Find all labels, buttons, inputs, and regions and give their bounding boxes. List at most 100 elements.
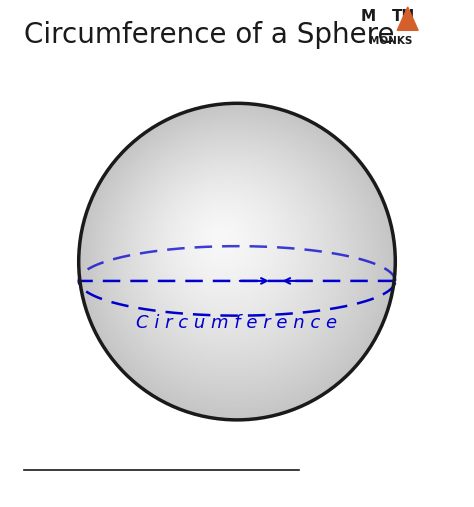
Circle shape [113, 136, 352, 375]
Circle shape [156, 176, 299, 319]
Circle shape [134, 156, 326, 348]
Circle shape [102, 126, 366, 389]
Circle shape [183, 202, 265, 284]
Circle shape [99, 122, 371, 394]
Circle shape [119, 141, 345, 367]
Circle shape [210, 228, 231, 249]
Circle shape [87, 112, 385, 409]
Circle shape [137, 158, 323, 344]
Circle shape [118, 140, 346, 369]
Circle shape [180, 199, 269, 288]
Circle shape [90, 114, 381, 405]
Circle shape [191, 209, 256, 274]
Circle shape [142, 163, 317, 338]
Circle shape [214, 231, 227, 244]
Circle shape [178, 197, 271, 291]
Circle shape [86, 111, 386, 410]
Circle shape [127, 149, 336, 357]
Circle shape [212, 229, 229, 246]
Circle shape [197, 215, 248, 266]
Circle shape [189, 207, 258, 277]
Circle shape [122, 144, 341, 364]
Circle shape [162, 183, 291, 311]
Circle shape [175, 195, 274, 294]
Circle shape [200, 218, 244, 262]
Circle shape [185, 204, 263, 282]
Circle shape [95, 119, 375, 399]
Circle shape [138, 159, 321, 343]
Circle shape [195, 213, 250, 268]
Circle shape [100, 124, 368, 392]
Circle shape [128, 151, 333, 355]
Circle shape [80, 104, 394, 419]
Circle shape [173, 192, 278, 298]
Circle shape [96, 119, 374, 398]
Circle shape [211, 229, 230, 247]
Circle shape [191, 210, 255, 273]
Circle shape [149, 170, 308, 328]
Circle shape [173, 193, 277, 297]
Circle shape [81, 105, 393, 417]
Circle shape [125, 147, 338, 360]
Circle shape [107, 130, 360, 383]
Circle shape [168, 188, 284, 304]
Circle shape [93, 117, 378, 402]
Polygon shape [397, 7, 418, 30]
Circle shape [133, 155, 328, 349]
Circle shape [143, 164, 316, 337]
Circle shape [121, 143, 343, 365]
Circle shape [101, 125, 367, 390]
Circle shape [82, 106, 392, 416]
Circle shape [181, 200, 268, 286]
Circle shape [207, 224, 236, 254]
Circle shape [92, 116, 379, 403]
Circle shape [144, 165, 314, 336]
Circle shape [199, 217, 246, 264]
Circle shape [154, 174, 301, 322]
Circle shape [84, 108, 388, 413]
Circle shape [216, 233, 224, 241]
Circle shape [88, 112, 383, 408]
Circle shape [159, 179, 296, 316]
Circle shape [145, 165, 313, 334]
Circle shape [157, 177, 298, 318]
Circle shape [89, 113, 383, 407]
Circle shape [165, 185, 288, 307]
Circle shape [204, 222, 239, 257]
Circle shape [141, 162, 318, 339]
Circle shape [196, 214, 249, 267]
Circle shape [177, 197, 273, 292]
Circle shape [139, 160, 320, 342]
Circle shape [174, 194, 276, 295]
Circle shape [164, 184, 289, 309]
Circle shape [210, 227, 233, 250]
Circle shape [194, 212, 251, 270]
Circle shape [219, 236, 221, 238]
Circle shape [129, 151, 332, 354]
Text: TH: TH [392, 9, 415, 24]
Circle shape [217, 234, 223, 240]
Circle shape [83, 107, 390, 414]
Text: MONKS: MONKS [369, 36, 412, 46]
Circle shape [186, 204, 262, 280]
Circle shape [205, 222, 238, 256]
Circle shape [193, 211, 253, 271]
Circle shape [176, 196, 273, 293]
Circle shape [158, 178, 297, 317]
Circle shape [110, 133, 356, 378]
Circle shape [172, 191, 279, 299]
Circle shape [94, 118, 376, 401]
Circle shape [166, 186, 286, 306]
Circle shape [100, 123, 370, 393]
Circle shape [126, 148, 337, 359]
Circle shape [198, 216, 246, 265]
Circle shape [159, 179, 294, 315]
Circle shape [123, 145, 340, 363]
Circle shape [108, 131, 359, 382]
Circle shape [202, 220, 242, 260]
Circle shape [104, 127, 364, 387]
Circle shape [206, 223, 237, 255]
Circle shape [82, 107, 391, 415]
Circle shape [209, 226, 234, 251]
Circle shape [111, 134, 354, 377]
